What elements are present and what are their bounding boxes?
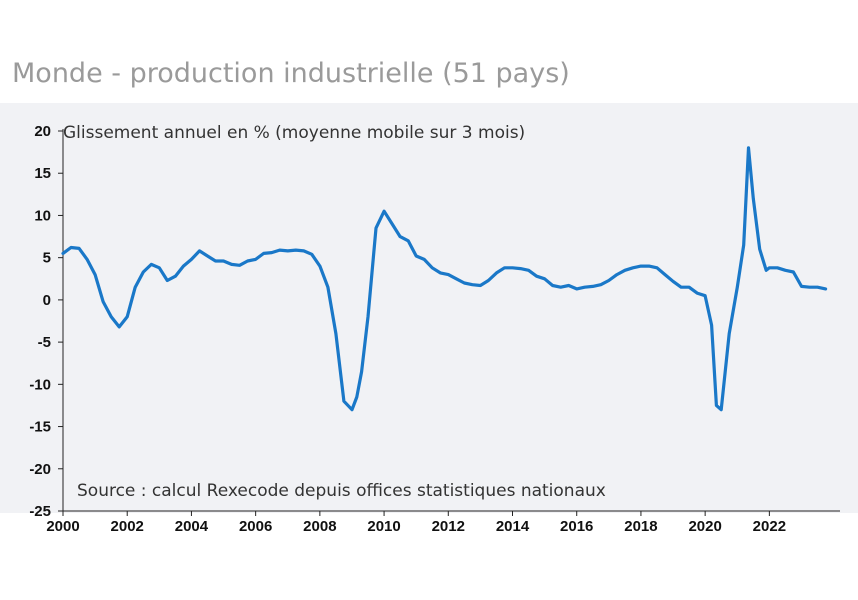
y-tick-label: -25 bbox=[29, 503, 51, 520]
x-tick-label: 2016 bbox=[560, 518, 593, 535]
x-tick-label: 2010 bbox=[367, 518, 400, 535]
x-tick-label: 2000 bbox=[46, 518, 79, 535]
x-tick-label: 2014 bbox=[496, 518, 530, 535]
axes bbox=[62, 129, 840, 512]
x-tick-label: 2020 bbox=[688, 518, 721, 535]
y-tick-label: 20 bbox=[34, 123, 51, 140]
y-tick-label: 10 bbox=[34, 207, 51, 224]
x-tick-label: 2008 bbox=[303, 518, 336, 535]
plot-area bbox=[61, 146, 828, 412]
x-axis-ticks: 2000 2002 2004 2006 2008 2010 2012 2014 2016 2018… bbox=[46, 511, 786, 535]
x-tick-label: 2002 bbox=[111, 518, 144, 535]
y-tick-label: -20 bbox=[29, 461, 51, 478]
x-tick-label: 2004 bbox=[175, 518, 209, 535]
y-tick-label: 0 bbox=[43, 292, 51, 309]
y-tick-label: 5 bbox=[43, 250, 51, 267]
y-tick-label: -5 bbox=[38, 334, 51, 351]
y-tick-label: 15 bbox=[34, 165, 51, 182]
chart-title: Monde - production industrielle (51 pays… bbox=[12, 58, 570, 89]
series-line bbox=[61, 146, 828, 412]
y-tick-label: -10 bbox=[29, 376, 51, 393]
chart-subtitle: Glissement annuel en % (moyenne mobile s… bbox=[63, 123, 525, 143]
x-tick-label: 2018 bbox=[624, 518, 657, 535]
y-axis-ticks: -25 -20 -15 -10 -5 0 5 10 15 20 bbox=[29, 123, 63, 520]
x-tick-label: 2022 bbox=[753, 518, 786, 535]
chart-source: Source : calcul Rexecode depuis offices … bbox=[77, 481, 606, 501]
chart-panel bbox=[0, 103, 858, 513]
x-tick-label: 2012 bbox=[432, 518, 465, 535]
y-tick-label: -15 bbox=[29, 419, 51, 436]
x-tick-label: 2006 bbox=[239, 518, 272, 535]
